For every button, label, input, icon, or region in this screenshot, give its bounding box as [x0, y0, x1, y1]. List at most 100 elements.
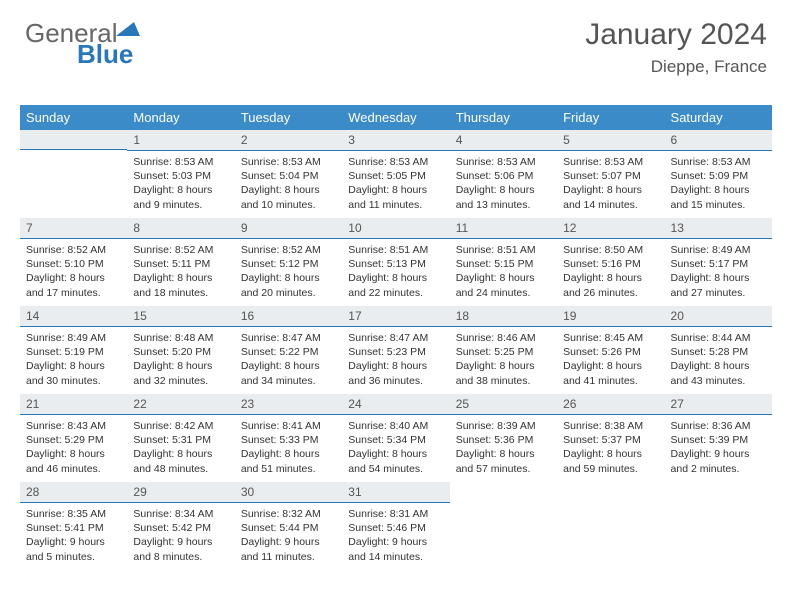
- calendar-day-cell: 24Sunrise: 8:40 AMSunset: 5:34 PMDayligh…: [342, 394, 449, 482]
- page-header: January 2024 Dieppe, France: [585, 18, 767, 77]
- day-number: 12: [557, 218, 664, 239]
- weekday-header: Wednesday: [342, 105, 449, 130]
- day-number: 18: [450, 306, 557, 327]
- calendar-day-cell: 14Sunrise: 8:49 AMSunset: 5:19 PMDayligh…: [20, 306, 127, 394]
- calendar-day-cell: 27Sunrise: 8:36 AMSunset: 5:39 PMDayligh…: [665, 394, 772, 482]
- calendar-day-cell: [665, 482, 772, 570]
- day-details: Sunrise: 8:53 AMSunset: 5:09 PMDaylight:…: [665, 151, 772, 218]
- calendar-week-row: 21Sunrise: 8:43 AMSunset: 5:29 PMDayligh…: [20, 394, 772, 482]
- day-number: 26: [557, 394, 664, 415]
- day-details: Sunrise: 8:36 AMSunset: 5:39 PMDaylight:…: [665, 415, 772, 482]
- calendar-day-cell: 31Sunrise: 8:31 AMSunset: 5:46 PMDayligh…: [342, 482, 449, 570]
- day-details: Sunrise: 8:53 AMSunset: 5:04 PMDaylight:…: [235, 151, 342, 218]
- day-number: 10: [342, 218, 449, 239]
- day-number: 2: [235, 130, 342, 151]
- day-details: Sunrise: 8:39 AMSunset: 5:36 PMDaylight:…: [450, 415, 557, 482]
- calendar-day-cell: 4Sunrise: 8:53 AMSunset: 5:06 PMDaylight…: [450, 130, 557, 218]
- calendar-day-cell: 21Sunrise: 8:43 AMSunset: 5:29 PMDayligh…: [20, 394, 127, 482]
- day-details: Sunrise: 8:38 AMSunset: 5:37 PMDaylight:…: [557, 415, 664, 482]
- calendar-week-row: 1Sunrise: 8:53 AMSunset: 5:03 PMDaylight…: [20, 130, 772, 218]
- calendar-day-cell: 20Sunrise: 8:44 AMSunset: 5:28 PMDayligh…: [665, 306, 772, 394]
- brand-part2: Blue: [77, 39, 133, 69]
- calendar-week-row: 7Sunrise: 8:52 AMSunset: 5:10 PMDaylight…: [20, 218, 772, 306]
- day-details: Sunrise: 8:42 AMSunset: 5:31 PMDaylight:…: [127, 415, 234, 482]
- calendar-day-cell: 12Sunrise: 8:50 AMSunset: 5:16 PMDayligh…: [557, 218, 664, 306]
- day-details: Sunrise: 8:32 AMSunset: 5:44 PMDaylight:…: [235, 503, 342, 570]
- calendar-day-cell: 15Sunrise: 8:48 AMSunset: 5:20 PMDayligh…: [127, 306, 234, 394]
- weekday-header-row: SundayMondayTuesdayWednesdayThursdayFrid…: [20, 105, 772, 130]
- page-title: January 2024: [585, 18, 767, 52]
- weekday-header: Friday: [557, 105, 664, 130]
- day-number: 14: [20, 306, 127, 327]
- calendar-day-cell: 10Sunrise: 8:51 AMSunset: 5:13 PMDayligh…: [342, 218, 449, 306]
- calendar-day-cell: 1Sunrise: 8:53 AMSunset: 5:03 PMDaylight…: [127, 130, 234, 218]
- calendar-week-row: 28Sunrise: 8:35 AMSunset: 5:41 PMDayligh…: [20, 482, 772, 570]
- day-number: 13: [665, 218, 772, 239]
- day-details: Sunrise: 8:49 AMSunset: 5:17 PMDaylight:…: [665, 239, 772, 306]
- day-number: 19: [557, 306, 664, 327]
- day-number: 1: [127, 130, 234, 151]
- day-details: Sunrise: 8:53 AMSunset: 5:07 PMDaylight:…: [557, 151, 664, 218]
- calendar-day-cell: 26Sunrise: 8:38 AMSunset: 5:37 PMDayligh…: [557, 394, 664, 482]
- day-number: 15: [127, 306, 234, 327]
- day-number: 9: [235, 218, 342, 239]
- day-details: Sunrise: 8:43 AMSunset: 5:29 PMDaylight:…: [20, 415, 127, 482]
- day-number: 8: [127, 218, 234, 239]
- day-number: 28: [20, 482, 127, 503]
- weekday-header: Monday: [127, 105, 234, 130]
- day-number: 6: [665, 130, 772, 151]
- day-details: Sunrise: 8:53 AMSunset: 5:06 PMDaylight:…: [450, 151, 557, 218]
- day-details: Sunrise: 8:53 AMSunset: 5:03 PMDaylight:…: [127, 151, 234, 218]
- calendar-day-cell: [450, 482, 557, 570]
- brand-logo: General Blue: [25, 18, 140, 80]
- calendar-day-cell: 28Sunrise: 8:35 AMSunset: 5:41 PMDayligh…: [20, 482, 127, 570]
- calendar-day-cell: 6Sunrise: 8:53 AMSunset: 5:09 PMDaylight…: [665, 130, 772, 218]
- day-number: 11: [450, 218, 557, 239]
- calendar-day-cell: 5Sunrise: 8:53 AMSunset: 5:07 PMDaylight…: [557, 130, 664, 218]
- calendar-table: SundayMondayTuesdayWednesdayThursdayFrid…: [20, 105, 772, 570]
- day-number: 7: [20, 218, 127, 239]
- calendar-day-cell: 3Sunrise: 8:53 AMSunset: 5:05 PMDaylight…: [342, 130, 449, 218]
- calendar-day-cell: 16Sunrise: 8:47 AMSunset: 5:22 PMDayligh…: [235, 306, 342, 394]
- calendar-body: 1Sunrise: 8:53 AMSunset: 5:03 PMDaylight…: [20, 130, 772, 570]
- calendar-day-cell: [557, 482, 664, 570]
- calendar-day-cell: 17Sunrise: 8:47 AMSunset: 5:23 PMDayligh…: [342, 306, 449, 394]
- day-number: 25: [450, 394, 557, 415]
- day-number: 20: [665, 306, 772, 327]
- day-details: Sunrise: 8:35 AMSunset: 5:41 PMDaylight:…: [20, 503, 127, 570]
- calendar-day-cell: 7Sunrise: 8:52 AMSunset: 5:10 PMDaylight…: [20, 218, 127, 306]
- day-details: Sunrise: 8:52 AMSunset: 5:12 PMDaylight:…: [235, 239, 342, 306]
- day-number: 30: [235, 482, 342, 503]
- day-number: 31: [342, 482, 449, 503]
- day-details: Sunrise: 8:52 AMSunset: 5:10 PMDaylight:…: [20, 239, 127, 306]
- weekday-header: Thursday: [450, 105, 557, 130]
- day-details: Sunrise: 8:51 AMSunset: 5:13 PMDaylight:…: [342, 239, 449, 306]
- day-number: 3: [342, 130, 449, 151]
- day-details: Sunrise: 8:40 AMSunset: 5:34 PMDaylight:…: [342, 415, 449, 482]
- weekday-header: Tuesday: [235, 105, 342, 130]
- calendar-day-cell: 8Sunrise: 8:52 AMSunset: 5:11 PMDaylight…: [127, 218, 234, 306]
- calendar-week-row: 14Sunrise: 8:49 AMSunset: 5:19 PMDayligh…: [20, 306, 772, 394]
- day-number: 16: [235, 306, 342, 327]
- day-number: 5: [557, 130, 664, 151]
- day-number: 24: [342, 394, 449, 415]
- empty-day-header: [20, 130, 127, 150]
- calendar-day-cell: 18Sunrise: 8:46 AMSunset: 5:25 PMDayligh…: [450, 306, 557, 394]
- day-details: Sunrise: 8:44 AMSunset: 5:28 PMDaylight:…: [665, 327, 772, 394]
- calendar-day-cell: 19Sunrise: 8:45 AMSunset: 5:26 PMDayligh…: [557, 306, 664, 394]
- calendar-day-cell: 22Sunrise: 8:42 AMSunset: 5:31 PMDayligh…: [127, 394, 234, 482]
- day-details: Sunrise: 8:52 AMSunset: 5:11 PMDaylight:…: [127, 239, 234, 306]
- day-number: 4: [450, 130, 557, 151]
- calendar-day-cell: 2Sunrise: 8:53 AMSunset: 5:04 PMDaylight…: [235, 130, 342, 218]
- calendar-day-cell: [20, 130, 127, 218]
- day-number: 17: [342, 306, 449, 327]
- day-details: Sunrise: 8:51 AMSunset: 5:15 PMDaylight:…: [450, 239, 557, 306]
- day-number: 23: [235, 394, 342, 415]
- day-details: Sunrise: 8:41 AMSunset: 5:33 PMDaylight:…: [235, 415, 342, 482]
- day-details: Sunrise: 8:46 AMSunset: 5:25 PMDaylight:…: [450, 327, 557, 394]
- day-number: 27: [665, 394, 772, 415]
- day-details: Sunrise: 8:47 AMSunset: 5:22 PMDaylight:…: [235, 327, 342, 394]
- calendar-day-cell: 9Sunrise: 8:52 AMSunset: 5:12 PMDaylight…: [235, 218, 342, 306]
- day-details: Sunrise: 8:50 AMSunset: 5:16 PMDaylight:…: [557, 239, 664, 306]
- calendar-day-cell: 13Sunrise: 8:49 AMSunset: 5:17 PMDayligh…: [665, 218, 772, 306]
